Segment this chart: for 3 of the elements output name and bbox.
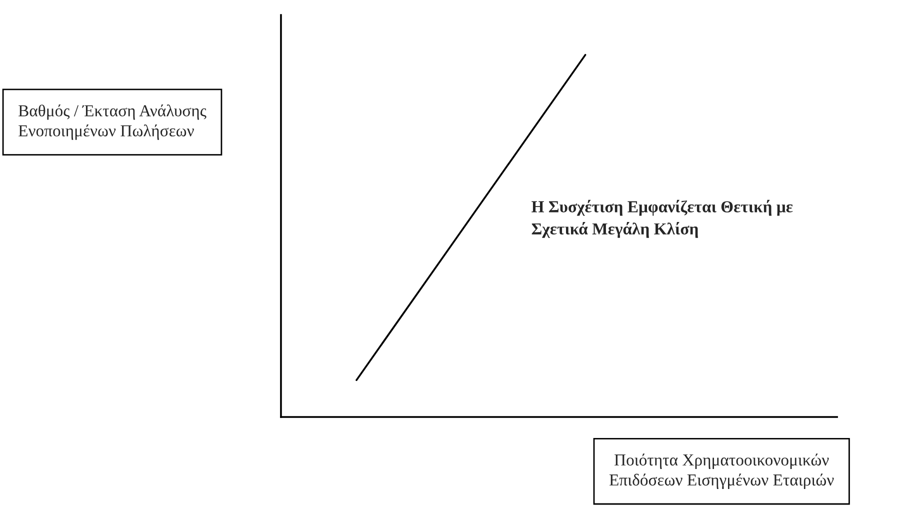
annotation: Η Συσχέτιση Εμφανίζεται Θετική με Σχετικά Μεγάλη Κλίση bbox=[532, 200, 793, 238]
x-axis-title: Ποιότητα Χρηματοοικονομικών Επιδόσεων Εισηγμένων Εταιριών bbox=[609, 454, 834, 489]
y-axis-title: Βαθμός / Έκταση Ανάλυσης Ενοποιημένων Πωλήσεων bbox=[18, 104, 206, 140]
